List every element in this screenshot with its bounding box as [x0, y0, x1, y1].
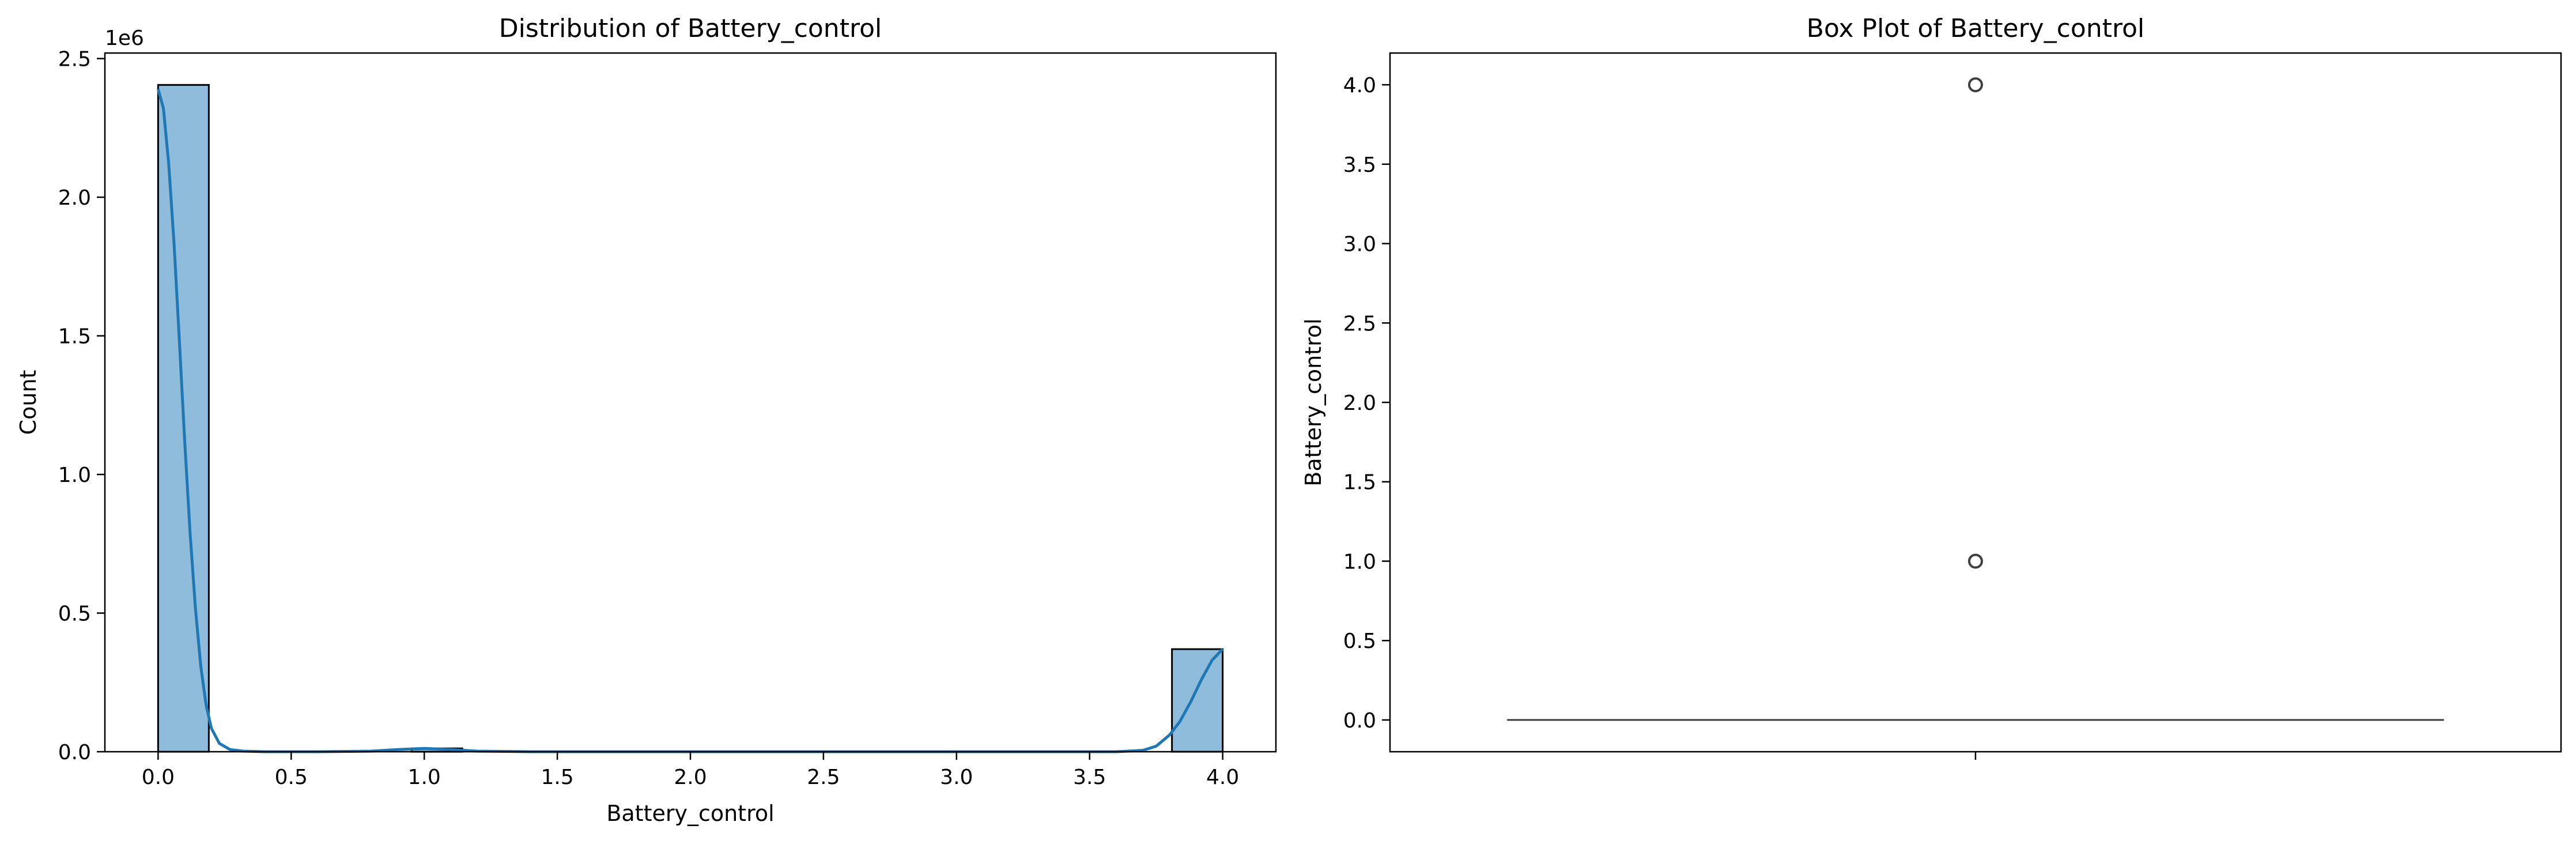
x-tick-label: 1.0	[408, 766, 441, 789]
y-offset-label: 1e6	[105, 27, 144, 50]
histogram-plot-area: 0.0 0.5 1.0 1.5 2.0 2.5 3.0 3.5 4.0 0.0 0.5 1.0 1.5 2…	[58, 48, 1277, 789]
box-plot-plot-area: 0.0 0.5 1.0 1.5 2.0 2.5 3.0 3.5 4.0	[1343, 52, 2562, 760]
box-plot-title: Box Plot of Battery_control	[1807, 14, 2144, 43]
x-tick-label: 1.5	[541, 766, 573, 789]
y-tick-label: 1.0	[58, 463, 91, 487]
y-tick-label: 1.5	[58, 325, 91, 349]
y-tick-label: 2.0	[1343, 391, 1376, 415]
y-tick-label: 2.5	[1343, 312, 1376, 336]
histogram-chart: Distribution of Battery_control 1e6 Batt…	[16, 14, 1277, 826]
box-plot-frame	[1389, 52, 2562, 753]
kde-line	[156, 88, 1224, 753]
histogram-y-axis-label: Count	[16, 370, 41, 435]
histogram-x-axis-label: Battery_control	[606, 801, 774, 826]
histogram-frame	[104, 52, 1277, 753]
x-tick-label: 3.0	[940, 766, 973, 789]
x-tick-label: 2.5	[807, 766, 840, 789]
outlier-point	[1968, 77, 1983, 93]
y-tick-label: 4.0	[1343, 74, 1376, 97]
y-tick-label: 0.5	[58, 602, 91, 626]
x-tick-label: 2.0	[674, 766, 707, 789]
y-tick-label: 3.0	[1343, 233, 1376, 257]
histogram-title: Distribution of Battery_control	[499, 14, 882, 43]
y-tick-label: 0.5	[1343, 630, 1376, 653]
x-tick-label: 0.0	[142, 766, 175, 789]
x-tick-label: 0.5	[275, 766, 308, 789]
box-plot-chart: Box Plot of Battery_control Battery_cont…	[1301, 14, 2562, 760]
y-tick-label: 1.5	[1343, 471, 1376, 495]
y-tick-label: 1.0	[1343, 550, 1376, 574]
x-tick-label: 3.5	[1073, 766, 1106, 789]
y-tick-label: 0.0	[1343, 709, 1376, 733]
y-tick-label: 2.5	[58, 48, 91, 71]
box-plot-y-axis-label: Battery_control	[1301, 318, 1326, 486]
y-tick-label: 0.0	[58, 741, 91, 764]
histogram-bar	[1171, 648, 1224, 753]
outlier-point	[1968, 553, 1983, 569]
y-tick-label: 2.0	[58, 186, 91, 210]
x-tick-label: 4.0	[1206, 766, 1239, 789]
y-tick-label: 3.5	[1343, 153, 1376, 177]
